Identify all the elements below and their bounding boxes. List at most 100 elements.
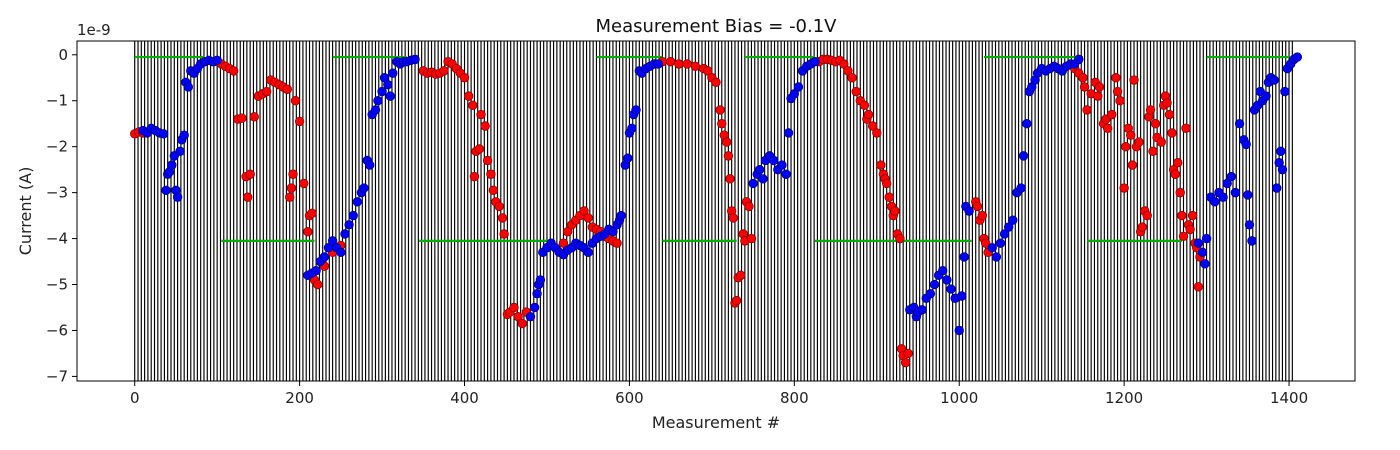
- x-tick-label: 1000: [940, 389, 978, 407]
- blue-data-point: [929, 279, 940, 290]
- blue-data-point: [748, 178, 758, 189]
- red-data-point: [509, 302, 519, 313]
- red-data-point: [1150, 119, 1161, 129]
- blue-data-point: [938, 266, 948, 276]
- blue-data-point: [758, 174, 768, 184]
- blue-data-point: [161, 185, 171, 196]
- red-data-point: [717, 119, 727, 129]
- red-data-point: [249, 112, 259, 122]
- red-data-point: [682, 59, 692, 69]
- red-data-point: [497, 213, 508, 223]
- red-data-point: [665, 56, 676, 67]
- red-data-point: [286, 183, 297, 193]
- blue-data-point: [616, 210, 626, 221]
- x-tick-label: 0: [130, 389, 140, 407]
- blue-data-point: [340, 229, 350, 239]
- red-data-point: [972, 201, 983, 212]
- red-data-point: [1134, 137, 1144, 147]
- red-data-point: [482, 155, 493, 166]
- blue-data-point: [793, 82, 804, 92]
- y-scale-label: 1e-9: [77, 21, 111, 39]
- blue-data-point: [957, 291, 967, 301]
- red-data-point: [1145, 105, 1156, 115]
- blue-data-point: [1197, 247, 1208, 258]
- blue-data-point: [917, 305, 927, 315]
- y-tick-label: −4: [46, 230, 68, 248]
- red-data-point: [313, 279, 323, 290]
- blue-data-point: [1074, 54, 1084, 65]
- red-data-point: [977, 210, 988, 221]
- red-data-point: [288, 169, 298, 179]
- y-tick-label: −2: [46, 138, 68, 156]
- blue-data-point: [348, 210, 358, 221]
- red-data-point: [1164, 109, 1175, 120]
- red-data-point: [1193, 282, 1204, 292]
- red-data-point: [744, 201, 754, 212]
- red-data-point: [725, 174, 735, 184]
- red-data-point: [1107, 109, 1117, 120]
- y-tick-label: −5: [46, 276, 68, 294]
- red-data-point: [612, 238, 622, 248]
- blue-data-point: [158, 129, 169, 139]
- x-tick-label: 600: [615, 389, 644, 407]
- y-tick-label: 0: [58, 46, 68, 64]
- blue-data-point: [1234, 119, 1245, 129]
- x-tick-label: 200: [285, 389, 314, 407]
- blue-data-point: [1226, 171, 1237, 182]
- blue-data-point: [1200, 259, 1210, 269]
- red-data-point: [843, 66, 853, 76]
- plot-frame: [76, 40, 1356, 382]
- red-data-point: [1126, 130, 1136, 140]
- blue-data-point: [373, 96, 383, 106]
- blue-data-point: [959, 252, 969, 262]
- blue-data-point: [1269, 75, 1279, 85]
- x-tick-label: 400: [450, 389, 479, 407]
- red-data-point: [715, 105, 725, 115]
- red-data-point: [1175, 187, 1185, 198]
- red-data-point: [1102, 123, 1113, 133]
- red-data-point: [474, 144, 485, 154]
- x-tick-label: 1200: [1105, 389, 1143, 407]
- red-data-point: [480, 121, 490, 131]
- red-data-point: [900, 357, 911, 368]
- red-data-point: [890, 206, 900, 216]
- blue-data-point: [529, 302, 540, 313]
- red-data-point: [476, 109, 486, 120]
- blue-data-point: [377, 86, 387, 97]
- red-data-point: [469, 171, 480, 182]
- red-data-point: [486, 169, 496, 179]
- red-data-point: [285, 192, 295, 202]
- red-data-point: [1167, 128, 1177, 138]
- blue-data-point: [183, 82, 194, 92]
- red-data-point: [1148, 146, 1158, 156]
- red-data-point: [299, 178, 309, 189]
- red-data-point: [980, 238, 991, 248]
- red-data-point: [884, 192, 894, 202]
- blue-data-point: [1277, 164, 1288, 175]
- blue-data-point: [352, 197, 363, 207]
- red-data-point: [1129, 75, 1139, 85]
- red-data-point: [1078, 73, 1088, 83]
- red-data-point: [859, 100, 870, 111]
- data-points-layer: [130, 52, 1302, 368]
- blue-data-point: [987, 243, 997, 253]
- blue-data-point: [1261, 91, 1271, 101]
- red-data-point: [517, 318, 527, 329]
- blue-data-point: [754, 164, 765, 175]
- red-data-point: [562, 226, 573, 237]
- y-tick-label: −1: [46, 92, 68, 110]
- blue-data-point: [810, 56, 820, 67]
- y-tick-label: −7: [46, 367, 68, 385]
- red-data-point: [245, 169, 255, 179]
- red-data-point: [583, 213, 593, 223]
- red-data-point: [863, 109, 874, 120]
- red-data-point: [1127, 160, 1138, 170]
- x-tick-label: 1400: [1270, 389, 1308, 407]
- red-data-point: [228, 66, 239, 76]
- red-data-point: [463, 91, 474, 101]
- vertical-line-layer: [134, 41, 1293, 381]
- blue-data-point: [777, 160, 787, 170]
- blue-data-point: [999, 229, 1010, 239]
- red-data-point: [723, 151, 734, 161]
- blue-data-point: [995, 238, 1006, 248]
